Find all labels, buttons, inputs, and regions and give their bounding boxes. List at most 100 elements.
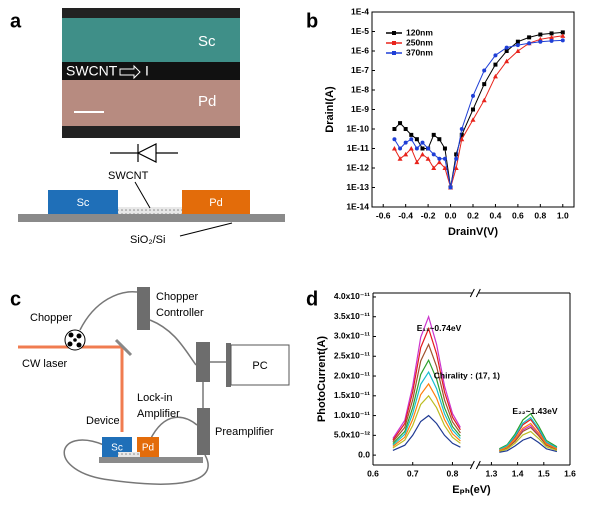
marker <box>437 137 442 142</box>
series-line <box>392 314 461 439</box>
legend-marker <box>392 51 396 55</box>
marker <box>459 132 464 137</box>
sem-label: I <box>145 63 149 79</box>
marker <box>409 137 414 142</box>
series-line <box>392 382 461 447</box>
panel-letter: c <box>10 288 21 310</box>
x-axis-label: Eₚₕ(eV) <box>452 484 491 496</box>
pointer <box>179 222 233 237</box>
lockin-box <box>196 342 210 382</box>
legend-label: 370nm <box>406 47 433 57</box>
setup-diagram <box>18 287 290 485</box>
x-tick-label: 1.6 <box>564 468 576 478</box>
annotation: Chirality : (17, 1) <box>434 370 500 380</box>
marker <box>560 33 566 38</box>
chopper-pattern <box>67 332 82 348</box>
legend-marker <box>392 41 396 45</box>
x-tick-label: 0.0 <box>445 210 457 220</box>
y-tick-label: 2.5x10⁻¹¹ <box>334 351 370 361</box>
y-tick-label: 3.0x10⁻¹¹ <box>334 331 370 341</box>
marker <box>493 62 498 67</box>
marker <box>493 53 498 58</box>
legend-marker <box>392 31 396 35</box>
x-tick-label: 0.8 <box>447 468 459 478</box>
y-tick-label: 1E-5 <box>351 26 369 36</box>
y-tick-label: 1.5x10⁻¹¹ <box>334 390 370 400</box>
marker <box>425 156 431 161</box>
marker <box>403 127 408 131</box>
panel-letter: a <box>10 10 22 32</box>
axis-break <box>475 460 481 470</box>
wire <box>63 439 209 485</box>
setup-labels: Chopper Chopper Controller CW laser Lock… <box>22 291 274 454</box>
marker <box>403 151 409 157</box>
x-tick-label: -0.6 <box>376 210 391 220</box>
marker <box>560 38 565 43</box>
pad-label: Pd <box>142 443 154 454</box>
marker <box>420 140 425 145</box>
substrate-label: SiO₂/Si <box>130 234 165 246</box>
sc-pad <box>48 190 118 214</box>
pointer <box>134 181 151 209</box>
marker <box>397 156 403 161</box>
marker <box>448 185 453 190</box>
label: Controller <box>156 307 204 319</box>
y-tick-label: 4.0x10⁻¹¹ <box>334 291 370 301</box>
preamp-box <box>197 408 210 455</box>
x-tick-label: -0.2 <box>421 210 436 220</box>
sem-image: Sc SWCNT I Pd <box>62 8 240 138</box>
x-tick-label: 0.2 <box>467 210 479 220</box>
pd-electrode <box>62 80 240 126</box>
y-tick-label: 1E-13 <box>346 182 369 192</box>
y-tick-label: 1E-12 <box>346 162 369 172</box>
marker <box>504 49 509 53</box>
diode-symbol <box>110 143 178 163</box>
pd-pad <box>182 190 250 214</box>
marker <box>408 146 414 151</box>
label: PC <box>252 360 267 372</box>
marker <box>431 165 437 170</box>
series-line <box>499 426 558 452</box>
annotation: E₁₁~0.74eV <box>417 323 462 333</box>
marker <box>492 73 498 79</box>
pad-label: Pd <box>209 197 222 209</box>
photocurrent-chart: 0.6 0.7 0.8 1.3 1.4 1.5 1.6 0.0 5.0x10⁻¹² 1.0x10⁻… <box>316 288 576 496</box>
marker <box>431 152 436 157</box>
device-schematic: Sc Pd SWCNT SiO₂/Si <box>18 170 285 246</box>
marker <box>392 137 397 142</box>
y-tick-label: 1E-9 <box>351 104 369 114</box>
marker <box>459 127 464 131</box>
y-axis-label: PhotoCurrent(A) <box>316 336 328 422</box>
series-line <box>392 414 461 451</box>
sem-label: SWCNT <box>66 63 118 79</box>
series-line <box>499 430 558 453</box>
series-line <box>499 436 558 453</box>
y-tick-label: 1E-4 <box>351 6 369 16</box>
y-tick-label: 0.0 <box>358 449 370 459</box>
pad-label: Sc <box>111 443 123 454</box>
marker <box>398 146 403 151</box>
legend-label: 250nm <box>406 37 433 47</box>
marker <box>538 32 543 37</box>
label: Chopper <box>30 312 73 324</box>
marker <box>515 48 521 53</box>
x-tick-label: 0.4 <box>490 210 502 220</box>
channel <box>62 62 240 80</box>
panel-letter: b <box>306 10 318 32</box>
substrate <box>18 214 285 222</box>
x-tick-label: 0.6 <box>512 210 524 220</box>
marker <box>560 30 565 35</box>
x-tick-label: 1.5 <box>538 468 550 478</box>
series-line <box>392 342 461 443</box>
marker <box>454 156 459 161</box>
wire <box>79 291 138 331</box>
pc-stand <box>226 343 231 387</box>
pc-screen <box>230 344 290 386</box>
marker <box>414 146 419 151</box>
y-tick-label: 1E-6 <box>351 45 369 55</box>
mirror <box>114 338 133 357</box>
y-tick-label: 2.0x10⁻¹¹ <box>334 370 370 380</box>
marker <box>481 97 487 103</box>
marker <box>538 39 543 44</box>
series-line <box>392 326 461 441</box>
